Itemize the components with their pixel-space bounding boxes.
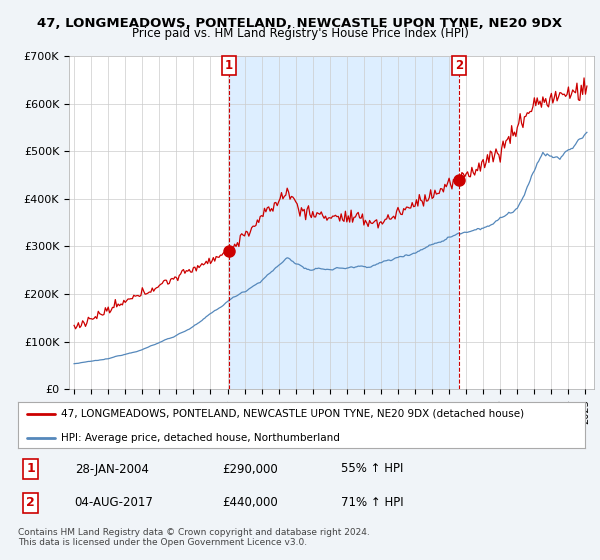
Text: £440,000: £440,000	[222, 496, 278, 509]
Text: Price paid vs. HM Land Registry's House Price Index (HPI): Price paid vs. HM Land Registry's House …	[131, 27, 469, 40]
Text: £290,000: £290,000	[222, 463, 278, 475]
Text: 28-JAN-2004: 28-JAN-2004	[75, 463, 149, 475]
Text: 55% ↑ HPI: 55% ↑ HPI	[341, 463, 404, 475]
Text: 2: 2	[455, 59, 463, 72]
Text: 47, LONGMEADOWS, PONTELAND, NEWCASTLE UPON TYNE, NE20 9DX (detached house): 47, LONGMEADOWS, PONTELAND, NEWCASTLE UP…	[61, 409, 524, 418]
Text: 47, LONGMEADOWS, PONTELAND, NEWCASTLE UPON TYNE, NE20 9DX: 47, LONGMEADOWS, PONTELAND, NEWCASTLE UP…	[37, 17, 563, 30]
Text: 04-AUG-2017: 04-AUG-2017	[75, 496, 154, 509]
Text: HPI: Average price, detached house, Northumberland: HPI: Average price, detached house, Nort…	[61, 433, 340, 443]
Text: 1: 1	[225, 59, 233, 72]
Text: Contains HM Land Registry data © Crown copyright and database right 2024.
This d: Contains HM Land Registry data © Crown c…	[18, 528, 370, 547]
Text: 1: 1	[26, 463, 35, 475]
Bar	[229, 56, 459, 389]
Text: 71% ↑ HPI: 71% ↑ HPI	[341, 496, 404, 509]
Text: 2: 2	[26, 496, 35, 509]
